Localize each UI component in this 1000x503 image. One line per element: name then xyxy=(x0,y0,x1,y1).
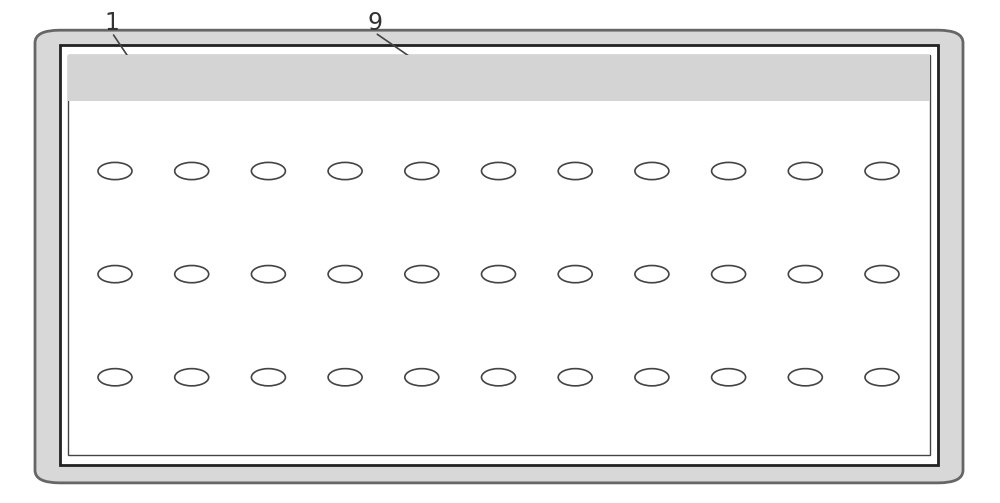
Ellipse shape xyxy=(482,369,516,386)
Ellipse shape xyxy=(251,369,285,386)
Bar xyxy=(60,45,938,465)
Ellipse shape xyxy=(558,266,592,283)
Ellipse shape xyxy=(98,266,132,283)
Ellipse shape xyxy=(558,162,592,180)
Ellipse shape xyxy=(712,369,746,386)
Ellipse shape xyxy=(865,162,899,180)
Ellipse shape xyxy=(251,162,285,180)
Ellipse shape xyxy=(865,369,899,386)
Ellipse shape xyxy=(175,369,209,386)
Ellipse shape xyxy=(712,162,746,180)
Ellipse shape xyxy=(405,162,439,180)
Ellipse shape xyxy=(788,266,822,283)
Ellipse shape xyxy=(328,162,362,180)
Ellipse shape xyxy=(865,266,899,283)
Ellipse shape xyxy=(635,266,669,283)
Ellipse shape xyxy=(175,162,209,180)
Ellipse shape xyxy=(482,266,516,283)
Ellipse shape xyxy=(635,369,669,386)
Ellipse shape xyxy=(712,266,746,283)
Ellipse shape xyxy=(558,369,592,386)
Ellipse shape xyxy=(328,369,362,386)
Ellipse shape xyxy=(788,162,822,180)
Bar xyxy=(68,55,930,455)
Ellipse shape xyxy=(405,266,439,283)
Ellipse shape xyxy=(635,162,669,180)
Bar xyxy=(68,55,930,101)
Text: 9: 9 xyxy=(368,11,382,35)
Ellipse shape xyxy=(175,266,209,283)
Ellipse shape xyxy=(405,369,439,386)
Ellipse shape xyxy=(482,162,516,180)
Ellipse shape xyxy=(98,162,132,180)
Ellipse shape xyxy=(251,266,285,283)
Ellipse shape xyxy=(328,266,362,283)
Ellipse shape xyxy=(788,369,822,386)
FancyBboxPatch shape xyxy=(35,30,963,483)
Ellipse shape xyxy=(98,369,132,386)
Text: 1: 1 xyxy=(105,11,119,35)
